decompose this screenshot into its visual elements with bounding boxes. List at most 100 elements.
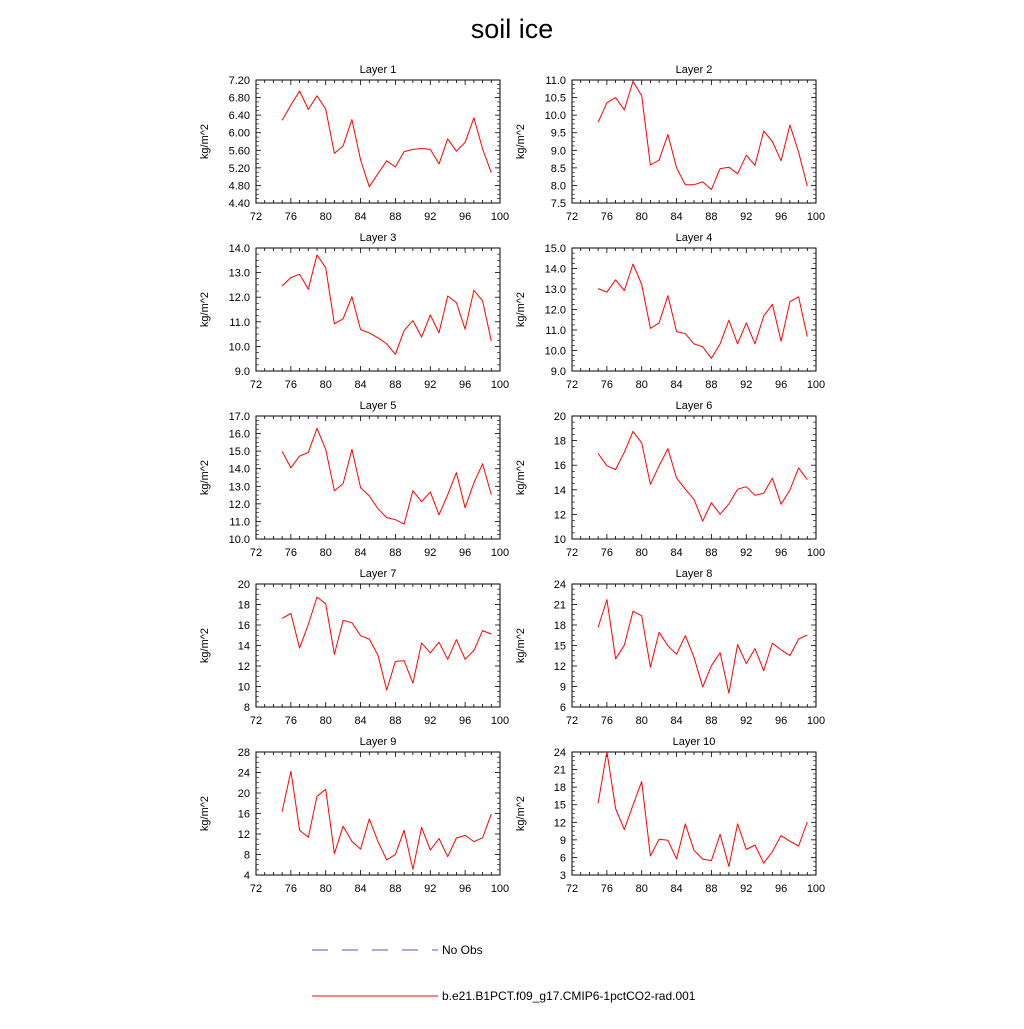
x-tick-label: 92: [424, 883, 436, 895]
x-tick-label: 72: [566, 883, 578, 895]
y-tick-label: 5.20: [229, 163, 250, 175]
x-tick-label: 72: [250, 379, 262, 391]
x-tick-label: 88: [389, 379, 401, 391]
x-tick-label: 96: [459, 883, 471, 895]
x-tick-label: 100: [491, 379, 509, 391]
x-tick-label: 76: [601, 547, 613, 559]
y-tick-label: 8.0: [551, 180, 566, 192]
y-tick-label: 10.0: [229, 534, 250, 546]
y-tick-label: 18: [238, 600, 250, 612]
y-tick-label: 12: [554, 817, 566, 829]
x-tick-label: 80: [320, 547, 332, 559]
x-tick-label: 96: [459, 547, 471, 559]
y-tick-label: 20: [554, 411, 566, 423]
x-tick-label: 76: [285, 547, 297, 559]
x-tick-label: 96: [775, 883, 787, 895]
y-tick-label: 14.0: [229, 464, 250, 476]
y-axis-label: kg/m^2: [515, 124, 527, 159]
x-tick-label: 88: [705, 715, 717, 727]
y-axis-label: kg/m^2: [199, 124, 211, 159]
x-tick-label: 100: [491, 715, 509, 727]
y-axis-label: kg/m^2: [515, 460, 527, 495]
x-tick-label: 76: [601, 379, 613, 391]
x-tick-label: 80: [320, 211, 332, 223]
series-line-0: [281, 770, 492, 870]
x-tick-label: 96: [775, 379, 787, 391]
x-tick-label: 76: [285, 379, 297, 391]
x-tick-label: 84: [354, 547, 366, 559]
x-tick-label: 100: [807, 883, 825, 895]
plot-frame: [571, 415, 817, 540]
series-line-0: [281, 254, 492, 355]
x-tick-label: 92: [424, 211, 436, 223]
x-tick-label: 84: [354, 883, 366, 895]
y-tick-label: 18: [554, 620, 566, 632]
y-tick-label: 17.0: [229, 411, 250, 423]
panel-title: Layer 3: [360, 232, 397, 244]
x-tick-label: 100: [807, 547, 825, 559]
y-tick-label: 24: [554, 747, 566, 759]
y-tick-label: 12.0: [545, 305, 566, 317]
figure-title: soil ice: [470, 14, 554, 44]
y-tick-label: 6: [560, 852, 566, 864]
series-line-0: [597, 430, 808, 522]
x-tick-label: 80: [636, 211, 648, 223]
y-tick-label: 16.0: [229, 429, 250, 441]
panel-layer-8: Layer 8 72 76 80 84 88 92 96 100 6 9 12 15 18 21 24 kg/m…: [515, 568, 825, 727]
x-tick-label: 100: [491, 547, 509, 559]
panel-layer-7: Layer 7 72 76 80 84 88 92 96 100 8 10 12 14 16 18 20 kg/…: [199, 568, 509, 727]
y-tick-label: 5.60: [229, 145, 250, 157]
x-tick-label: 76: [601, 211, 613, 223]
y-tick-label: 15: [554, 641, 566, 653]
series-line-0: [597, 263, 808, 359]
series-line-0: [597, 751, 808, 867]
y-tick-label: 10.5: [545, 93, 566, 105]
y-tick-label: 4.80: [229, 180, 250, 192]
y-tick-label: 6.40: [229, 110, 250, 122]
plot-frame: [255, 751, 501, 876]
x-tick-label: 88: [389, 715, 401, 727]
x-tick-label: 88: [705, 211, 717, 223]
x-tick-label: 80: [320, 379, 332, 391]
y-tick-label: 8: [244, 850, 250, 862]
panel-layer-3: Layer 3 72 76 80 84 88 92 96 100 9.0 10.0 11.0 12.0 1…: [199, 232, 509, 391]
y-tick-label: 13.0: [545, 284, 566, 296]
y-tick-label: 13.0: [229, 268, 250, 280]
y-tick-label: 11.0: [229, 317, 250, 329]
y-tick-label: 24: [554, 579, 566, 591]
y-tick-label: 12: [238, 661, 250, 673]
plot-frame: [255, 79, 501, 204]
x-tick-label: 84: [670, 547, 682, 559]
x-tick-label: 72: [566, 211, 578, 223]
y-axis-label: kg/m^2: [199, 796, 211, 831]
x-tick-label: 92: [424, 379, 436, 391]
x-tick-label: 76: [285, 715, 297, 727]
x-tick-label: 84: [354, 715, 366, 727]
x-tick-label: 100: [491, 211, 509, 223]
legend-noobs-label: No Obs: [442, 943, 483, 957]
y-tick-label: 12: [238, 829, 250, 841]
series-line-0: [281, 90, 492, 188]
x-tick-label: 72: [250, 547, 262, 559]
y-tick-label: 21: [554, 600, 566, 612]
y-tick-label: 16: [554, 460, 566, 472]
x-tick-label: 92: [424, 547, 436, 559]
y-tick-label: 9.0: [551, 145, 566, 157]
y-tick-label: 13.0: [229, 481, 250, 493]
panel-title: Layer 2: [676, 64, 713, 76]
x-tick-label: 84: [670, 211, 682, 223]
panel-title: Layer 7: [360, 568, 397, 580]
y-tick-label: 14: [238, 641, 250, 653]
y-tick-label: 18: [554, 782, 566, 794]
y-tick-label: 12: [554, 509, 566, 521]
y-tick-label: 16: [238, 620, 250, 632]
x-tick-label: 96: [775, 715, 787, 727]
panel-title: Layer 4: [676, 232, 713, 244]
y-tick-label: 14: [554, 485, 566, 497]
panel-layer-5: Layer 5 72 76 80 84 88 92 96 100 10.0 11.0 12.0 13.0…: [199, 400, 509, 559]
x-tick-label: 84: [670, 379, 682, 391]
x-tick-label: 88: [705, 379, 717, 391]
y-axis-label: kg/m^2: [199, 628, 211, 663]
x-tick-label: 80: [636, 715, 648, 727]
